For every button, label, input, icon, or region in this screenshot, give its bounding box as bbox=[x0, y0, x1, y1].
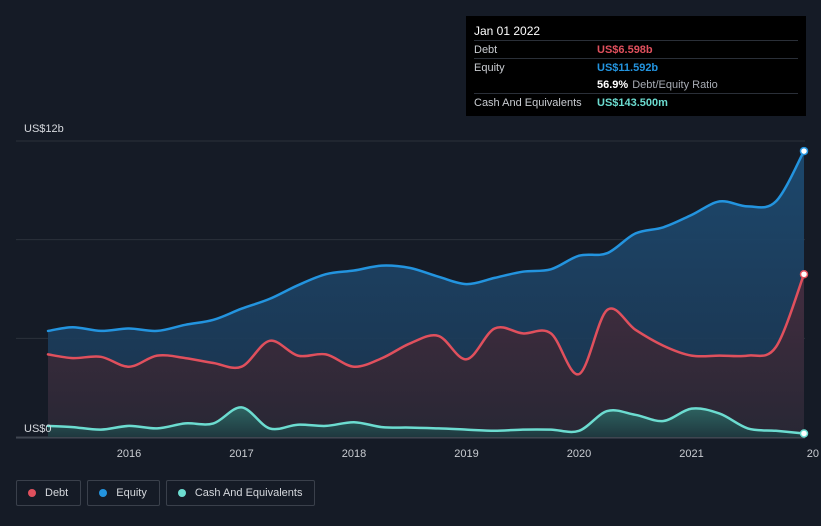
axis-labels: US$12b US$0 2016 2017 2018 2019 2020 2021 20 bbox=[24, 123, 819, 460]
debt-dot-icon bbox=[28, 489, 36, 497]
y-tick-label-top: US$12b bbox=[24, 123, 64, 135]
tooltip-equity-value: US$11.592b bbox=[597, 61, 659, 74]
x-tick-label: 20 bbox=[807, 448, 819, 460]
x-tick-label: 2017 bbox=[229, 448, 253, 460]
debt-end-marker[interactable] bbox=[799, 269, 809, 279]
tooltip-ratio-row: 56.9% Debt/Equity Ratio bbox=[474, 76, 798, 93]
equity-dot-icon bbox=[99, 489, 108, 497]
equity-line bbox=[46, 149, 806, 333]
y-tick-label-bottom: US$0 bbox=[24, 423, 52, 435]
tooltip-cash-row: Cash And Equivalents US$143.500m bbox=[474, 93, 798, 111]
end-markers bbox=[799, 146, 809, 438]
x-tick-label: 2019 bbox=[454, 448, 478, 460]
cash-dot-icon bbox=[177, 489, 186, 497]
x-tick-label: 2018 bbox=[342, 448, 366, 460]
tooltip-ratio-value: 56.9% bbox=[597, 78, 629, 91]
tooltip-debt-value: US$6.598b bbox=[597, 43, 653, 56]
legend-item-cash[interactable]: Cash And Equivalents bbox=[165, 480, 316, 506]
legend-item-equity[interactable]: Equity bbox=[87, 480, 160, 506]
legend-item-debt[interactable]: Debt bbox=[16, 480, 82, 506]
cash-line bbox=[46, 406, 806, 435]
tooltip-equity-label: Equity bbox=[474, 61, 505, 74]
tooltip-date: Jan 01 2022 bbox=[474, 24, 541, 38]
x-tick-label: 2020 bbox=[567, 448, 591, 460]
cash-end-marker[interactable] bbox=[799, 429, 809, 438]
x-tick-label: 2016 bbox=[117, 448, 141, 460]
tooltip-debt-row: Debt US$6.598b bbox=[474, 40, 798, 58]
tooltip-cash-value: US$143.500m bbox=[597, 96, 668, 109]
debt-line bbox=[46, 272, 806, 376]
legend-label-equity: Equity bbox=[116, 487, 147, 499]
x-tick-label: 2021 bbox=[679, 448, 703, 460]
legend-label-debt: Debt bbox=[45, 487, 69, 499]
cash-area bbox=[48, 407, 804, 437]
series-areas bbox=[48, 151, 804, 437]
chart-legend: Debt Equity Cash And Equivalents bbox=[16, 480, 316, 506]
series-lines bbox=[46, 149, 806, 435]
legend-label-cash: Cash And Equivalents bbox=[194, 487, 303, 499]
tooltip-debt-label: Debt bbox=[474, 43, 498, 56]
tooltip-equity-row: Equity US$11.592b bbox=[474, 58, 798, 76]
debt-area bbox=[48, 274, 804, 437]
data-tooltip: Jan 01 2022 Debt US$6.598b Equity US$11.… bbox=[466, 16, 806, 116]
equity-end-marker[interactable] bbox=[799, 146, 809, 156]
tooltip-ratio-label: Debt/Equity Ratio bbox=[632, 78, 718, 91]
tooltip-cash-label: Cash And Equivalents bbox=[474, 96, 582, 109]
